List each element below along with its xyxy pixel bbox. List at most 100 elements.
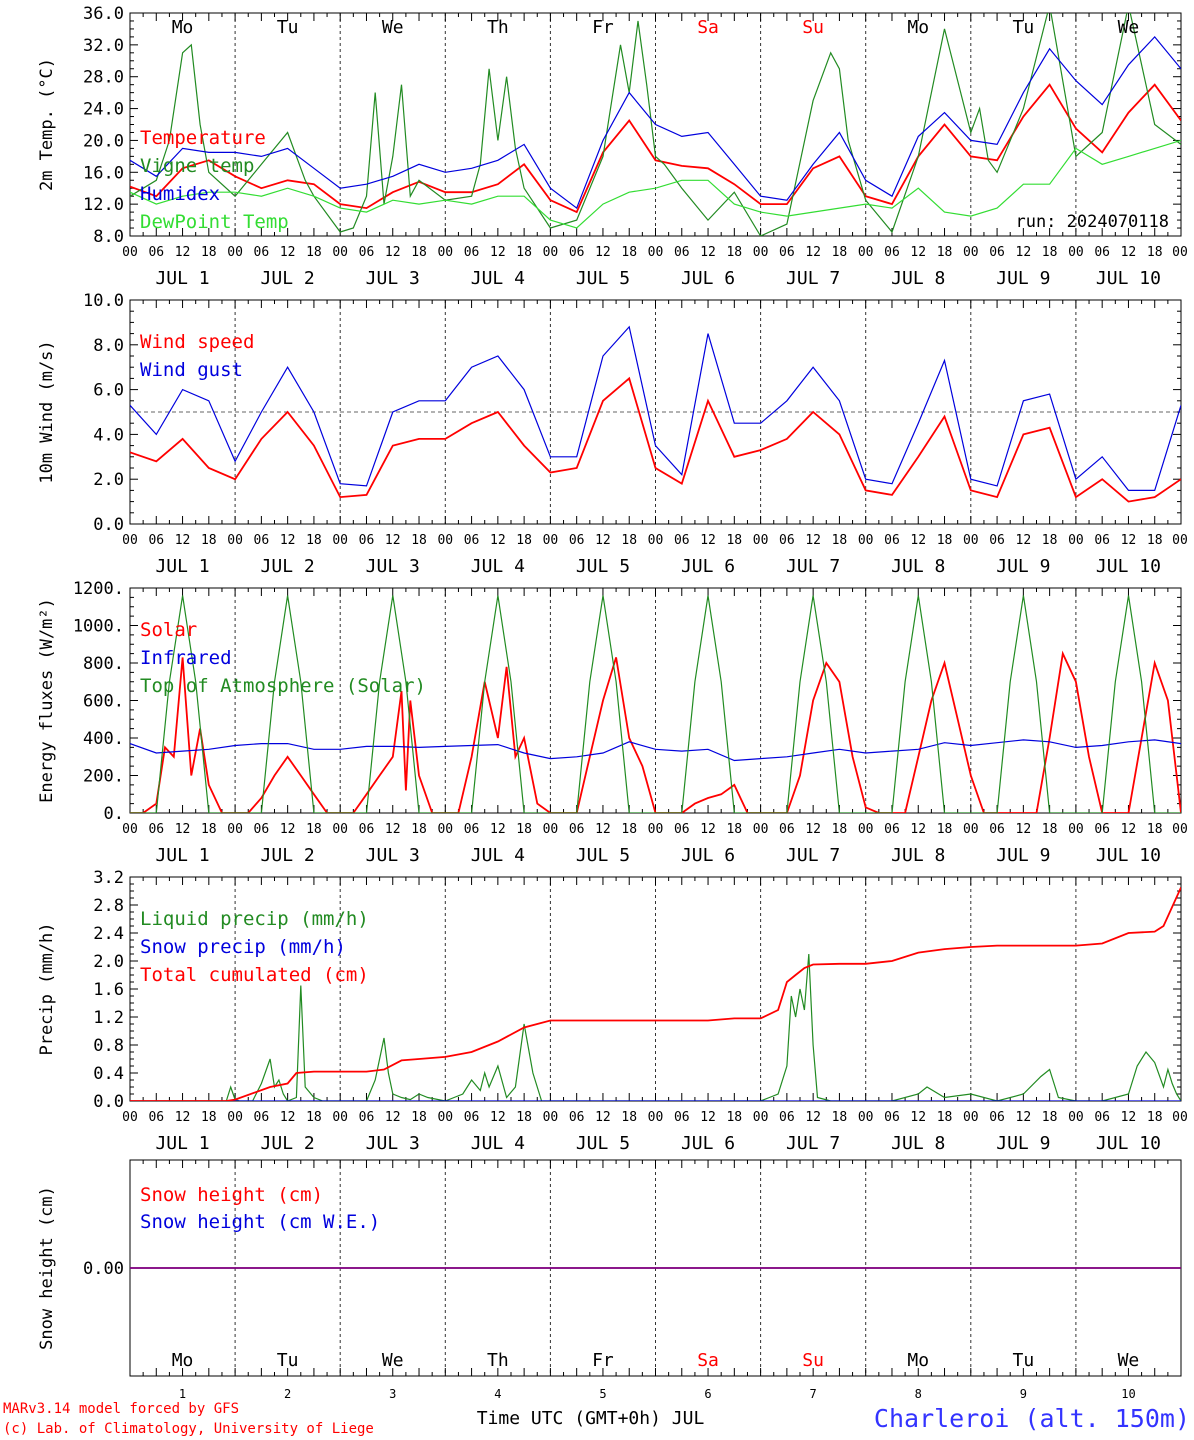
legend-label: Top of Atmosphere (Solar) (140, 675, 426, 697)
hour-label: 06 (989, 533, 1005, 548)
weekday-label: Sa (697, 1350, 719, 1371)
date-label: JUL 5 (576, 1133, 630, 1154)
hour-label: 00 (1068, 1110, 1084, 1125)
hour-label: 12 (805, 1110, 821, 1125)
y-tick-label: 1200. (73, 579, 124, 599)
y-tick-label: 600. (83, 692, 124, 712)
hour-label: 06 (884, 822, 900, 837)
hour-label: 12 (700, 822, 716, 837)
hour-label: 18 (832, 1110, 848, 1125)
hour-label: 00 (437, 533, 453, 548)
hour-label: 18 (937, 533, 953, 548)
hour-label: 06 (254, 822, 270, 837)
hour-label: 12 (1016, 1110, 1032, 1125)
day-number-label: 4 (494, 1387, 501, 1401)
hour-label: 00 (753, 822, 769, 837)
hour-label: 18 (832, 245, 848, 260)
day-number-label: 2 (284, 1387, 291, 1401)
hour-label: 18 (201, 245, 217, 260)
hour-label: 06 (254, 245, 270, 260)
weekday-label: Fr (592, 17, 614, 38)
credit-line-1: MARv3.14 model forced by GFS (3, 1401, 239, 1417)
run-annotation: run: 2024070118 (1015, 212, 1169, 232)
day-number-label: 5 (599, 1387, 606, 1401)
hour-label: 00 (437, 1110, 453, 1125)
hour-label: 12 (595, 822, 611, 837)
hour-label: 12 (175, 533, 191, 548)
hour-label: 18 (937, 822, 953, 837)
hour-label: 00 (227, 245, 243, 260)
series-line-dewpoint-temp (130, 139, 1181, 229)
legend-label: Wind gust (140, 359, 243, 381)
hour-label: 12 (175, 822, 191, 837)
hour-label: 18 (1042, 245, 1058, 260)
y-tick-label: 8.0 (93, 336, 124, 356)
legend-label: Wind speed (140, 331, 254, 353)
hour-label: 18 (516, 822, 532, 837)
weekday-label: Th (487, 17, 509, 38)
hour-label: 00 (648, 822, 664, 837)
date-label: JUL 3 (366, 845, 420, 866)
hour-label: 00 (753, 533, 769, 548)
hour-label: 00 (332, 533, 348, 548)
hour-label: 00 (122, 822, 138, 837)
hour-label: 06 (884, 1110, 900, 1125)
hour-label: 06 (359, 822, 375, 837)
weekday-label: Mo (907, 1350, 929, 1371)
hour-label: 18 (411, 1110, 427, 1125)
y-tick-label: 1000. (73, 617, 124, 637)
hour-label: 00 (753, 1110, 769, 1125)
hour-label: 00 (1172, 1110, 1188, 1125)
hour-label: 00 (963, 533, 979, 548)
legend-label: Vigne temp (140, 155, 254, 177)
y-tick-label: 4.0 (93, 425, 124, 445)
y-tick-label: 0.0 (93, 1092, 124, 1112)
hour-label: 06 (464, 822, 480, 837)
date-label: JUL 5 (576, 845, 630, 866)
hour-label: 00 (963, 822, 979, 837)
y-tick-label: 3.2 (93, 868, 124, 888)
hour-label: 00 (963, 1110, 979, 1125)
y-tick-label: 12.0 (83, 195, 124, 215)
y-tick-label: 400. (83, 729, 124, 749)
weekday-label: Tu (1013, 1350, 1035, 1371)
hour-label: 18 (726, 245, 742, 260)
hour-label: 12 (1121, 1110, 1137, 1125)
hour-label: 06 (674, 245, 690, 260)
series-line-temperature (130, 83, 1181, 214)
weekday-label: Mo (907, 17, 929, 38)
hour-label: 18 (621, 245, 637, 260)
date-label: JUL 1 (155, 1133, 209, 1154)
date-label: JUL 9 (996, 268, 1050, 289)
y-tick-label: 0.8 (93, 1036, 124, 1056)
hour-label: 18 (832, 822, 848, 837)
legend-label: Total cumulated (cm) (140, 964, 369, 986)
hour-label: 18 (937, 1110, 953, 1125)
y-axis-label: Snow height (cm) (37, 1186, 57, 1350)
date-label: JUL 8 (891, 556, 945, 577)
date-label: JUL 4 (471, 1133, 525, 1154)
hour-label: 12 (700, 533, 716, 548)
hour-label: 12 (910, 533, 926, 548)
hour-label: 12 (490, 1110, 506, 1125)
date-label: JUL 7 (786, 268, 840, 289)
hour-label: 18 (1147, 1110, 1163, 1125)
hour-label: 00 (227, 1110, 243, 1125)
series-line-wind-speed (130, 376, 1181, 503)
hour-label: 12 (910, 245, 926, 260)
date-label: JUL 4 (471, 268, 525, 289)
hour-label: 12 (385, 245, 401, 260)
date-label: JUL 6 (681, 556, 735, 577)
day-number-label: 1 (179, 1387, 186, 1401)
hour-label: 18 (516, 533, 532, 548)
series-line-infrared (130, 739, 1181, 762)
y-tick-label: 20.0 (83, 131, 124, 151)
series-line-vigne-temp (130, 13, 1181, 236)
hour-label: 00 (858, 245, 874, 260)
day-number-label: 3 (389, 1387, 396, 1401)
hour-label: 12 (280, 245, 296, 260)
hour-label: 00 (963, 245, 979, 260)
hour-label: 12 (805, 822, 821, 837)
hour-label: 00 (753, 245, 769, 260)
